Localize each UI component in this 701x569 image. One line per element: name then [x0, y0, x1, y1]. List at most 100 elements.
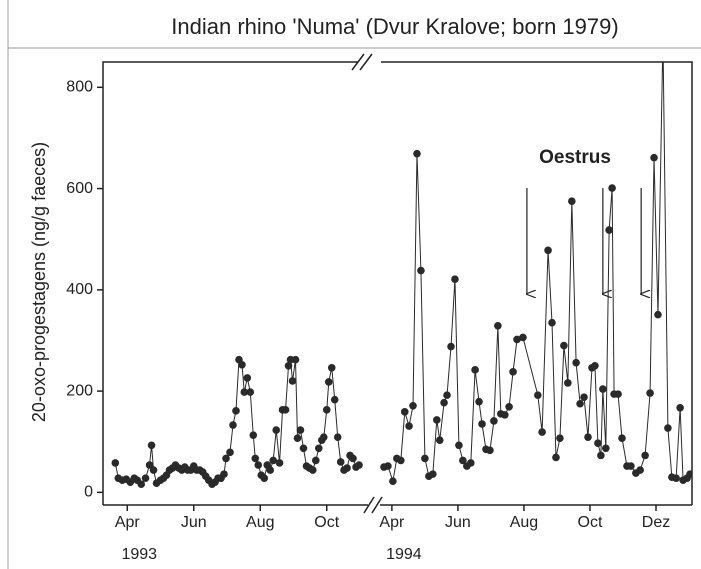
data-point [421, 454, 429, 463]
x-tick-label: Apr [379, 514, 405, 531]
data-point [281, 406, 290, 414]
data-point [254, 461, 263, 469]
data-point [291, 355, 300, 364]
data-point [501, 411, 509, 419]
data-point [324, 378, 333, 386]
series [111, 355, 363, 489]
data-point [686, 470, 692, 478]
data-point [614, 390, 622, 398]
data-point [432, 416, 441, 424]
x-tick-label: Apr [115, 514, 141, 531]
data-point [576, 399, 584, 408]
data-point [636, 466, 644, 474]
data-point [275, 459, 284, 467]
data-point [552, 453, 560, 462]
x-tick-label: Oct [314, 514, 339, 531]
data-point [556, 434, 564, 442]
data-point [314, 444, 323, 453]
x-tick-label: Oct [578, 514, 603, 531]
data-point [534, 391, 542, 399]
data-point [293, 434, 302, 442]
data-point [564, 379, 572, 387]
data-point [490, 417, 498, 425]
data-point [605, 226, 613, 234]
data-point [355, 461, 363, 469]
series [380, 62, 692, 486]
data-point [478, 420, 486, 428]
y-axis-label: 20-oxo-progestagens (ng/g faeces) [29, 142, 49, 422]
y-tick-label: 600 [66, 180, 93, 197]
data-point [269, 456, 278, 465]
data-point [333, 433, 342, 441]
data-point [627, 462, 635, 470]
data-point [594, 439, 602, 448]
data-point [397, 456, 405, 465]
data-point [249, 431, 258, 439]
year-label: 1993 [121, 546, 157, 563]
data-point [251, 454, 260, 463]
data-point [296, 426, 305, 434]
data-point [222, 454, 230, 463]
data-point [672, 474, 680, 482]
data-point [336, 458, 345, 466]
data-point [538, 428, 546, 436]
y-tick-label: 400 [66, 281, 93, 298]
x-tick-label: Jun [445, 514, 471, 531]
axis-frame [102, 61, 693, 505]
data-point [591, 361, 599, 370]
annotation: Oestrus [539, 147, 611, 168]
x-tick-label: Dez [642, 514, 670, 531]
data-point [266, 466, 275, 474]
axis-break [363, 496, 383, 514]
data-point [447, 342, 455, 351]
data-point [602, 444, 610, 453]
data-point [513, 335, 521, 344]
data-point [240, 388, 249, 396]
data-point [226, 448, 234, 457]
data-point [137, 480, 146, 489]
data-point [400, 408, 409, 416]
data-point [288, 377, 297, 385]
data-point [597, 451, 605, 460]
data-point [111, 459, 120, 467]
data-point [243, 374, 252, 382]
data-point [560, 341, 568, 350]
data-point [664, 424, 672, 432]
data-point [343, 464, 351, 472]
data-point [676, 403, 684, 412]
data-point [584, 433, 592, 441]
data-point [505, 402, 513, 411]
data-point [599, 385, 607, 393]
chart-title: Indian rhino 'Numa' (Dvur Kralove; born … [171, 14, 618, 39]
data-point [440, 398, 448, 407]
y-tick-label: 800 [66, 79, 93, 96]
data-point [417, 266, 425, 275]
data-point [238, 360, 246, 369]
data-point [308, 466, 317, 474]
data-point [319, 433, 328, 441]
data-point [519, 333, 527, 342]
data-point [572, 358, 580, 367]
data-point [466, 459, 475, 467]
data-point [509, 368, 517, 376]
data-point [220, 470, 228, 478]
data-point [654, 310, 662, 319]
data-point [229, 421, 237, 429]
axis-break [351, 53, 373, 71]
data-point [641, 451, 649, 460]
data-point [405, 422, 413, 430]
data-point [322, 406, 331, 414]
data-point [544, 246, 552, 255]
data-point [147, 441, 156, 450]
x-tick-label: Jun [181, 514, 207, 531]
data-point [413, 149, 421, 158]
year-label: 1994 [386, 546, 422, 563]
data-point [409, 401, 417, 410]
data-point [330, 395, 339, 404]
data-point [475, 397, 483, 406]
data-point [548, 318, 556, 327]
data-point [471, 366, 479, 374]
data-point [435, 436, 444, 444]
data-point [568, 197, 576, 206]
data-point [646, 389, 654, 397]
